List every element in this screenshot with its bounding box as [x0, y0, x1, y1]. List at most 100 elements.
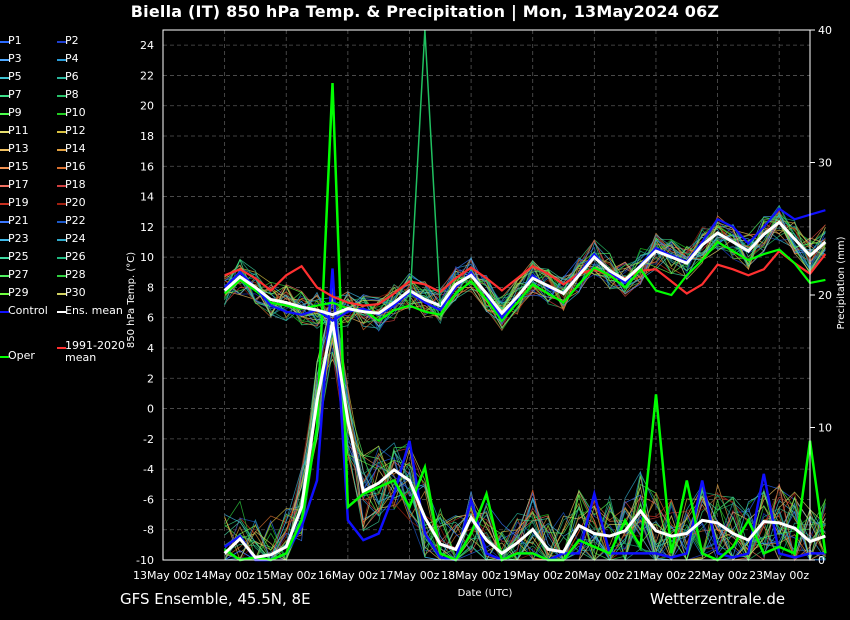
- legend-swatch: [57, 347, 66, 349]
- legend-label: P24: [65, 232, 86, 245]
- legend-label: P3: [8, 52, 22, 65]
- x-tick-label: 13May 00z: [133, 569, 193, 582]
- legend-label: P11: [8, 124, 29, 137]
- legend-swatch: [0, 275, 9, 277]
- member-precip-line: [224, 352, 826, 561]
- precip-line-ens-mean: [223, 321, 826, 560]
- legend-label: P12: [65, 124, 86, 137]
- legend-swatch: [0, 77, 9, 79]
- y2-axis-label: Precipitation (mm): [836, 236, 847, 329]
- site-label: Wetterzentrale.de: [650, 590, 786, 608]
- x-axis-label: Date (UTC): [458, 588, 513, 599]
- x-tick-label: 23May 00z: [749, 569, 809, 582]
- legend-label: P22: [65, 214, 86, 227]
- legend-swatch: [0, 221, 9, 223]
- y-tick-label: -8: [143, 524, 154, 537]
- temp-line-oper: [223, 240, 826, 323]
- y-tick-label: 0: [147, 403, 154, 416]
- legend-swatch: [0, 356, 9, 358]
- legend-swatch: [0, 167, 9, 169]
- legend-label: P25: [8, 250, 29, 263]
- legend-label: P6: [65, 70, 79, 83]
- legend-label: P9: [8, 106, 22, 119]
- legend-label: Ens. mean: [65, 304, 123, 317]
- legend-label: P13: [8, 142, 29, 155]
- y-tick-label: 8: [147, 281, 154, 294]
- legend-swatch: [0, 257, 9, 259]
- legend-swatch: [57, 239, 66, 241]
- y-tick-label: 4: [147, 342, 154, 355]
- legend-label: P7: [8, 88, 22, 101]
- legend-label: P27: [8, 268, 29, 281]
- legend-swatch: [57, 77, 66, 79]
- legend-swatch: [0, 293, 9, 295]
- ensemble-members: [224, 204, 826, 562]
- y-tick-label: 22: [140, 69, 154, 82]
- legend-label: Oper: [8, 349, 35, 362]
- y-axis-label: 850 hPa Temp. (°C): [126, 252, 137, 348]
- legend-swatch: [57, 311, 66, 313]
- legend-label: P1: [8, 34, 22, 47]
- legend-swatch: [57, 95, 66, 97]
- legend-swatch: [0, 41, 9, 43]
- series-lines: [223, 29, 827, 562]
- legend-label: P28: [65, 268, 86, 281]
- legend-swatch: [0, 59, 9, 61]
- legend-swatch: [57, 149, 66, 151]
- temp-line-1991-2020-mean: [224, 249, 827, 307]
- y-tick-label: 24: [140, 39, 154, 52]
- member-temp-line: [224, 210, 826, 331]
- legend-swatch: [57, 59, 66, 61]
- axes: -10-8-6-4-202468101214161820222401020304…: [133, 24, 832, 582]
- member-precip-line: [224, 326, 826, 562]
- legend-swatch: [0, 203, 9, 205]
- legend-swatch: [57, 275, 66, 277]
- x-tick-label: 16May 00z: [318, 569, 378, 582]
- temp-spike-line: [408, 29, 442, 311]
- y-tick-label: 20: [140, 100, 154, 113]
- legend-swatch: [0, 131, 9, 133]
- legend-swatch: [57, 131, 66, 133]
- x-tick-label: 14May 00z: [195, 569, 255, 582]
- legend-swatch: [0, 113, 9, 115]
- legend-label: 1991-2020 mean: [65, 339, 125, 364]
- legend-label: P30: [65, 286, 86, 299]
- y-tick-label: 12: [140, 221, 154, 234]
- y-tick-label: 6: [147, 312, 154, 325]
- legend-label: P23: [8, 232, 29, 245]
- y2-tick-label: 10: [818, 422, 832, 435]
- legend-label: P8: [65, 88, 79, 101]
- legend-label: P29: [8, 286, 29, 299]
- y-tick-label: -6: [143, 493, 154, 506]
- legend-swatch: [57, 113, 66, 115]
- legend-label: P17: [8, 178, 29, 191]
- member-precip-line: [224, 298, 826, 562]
- y-tick-label: -4: [143, 463, 154, 476]
- legend-label: P15: [8, 160, 29, 173]
- legend-swatch: [57, 185, 66, 187]
- legend-swatch: [0, 95, 9, 97]
- y2-tick-label: 40: [818, 24, 832, 37]
- legend-swatch: [57, 167, 66, 169]
- legend-label: P14: [65, 142, 86, 155]
- x-tick-label: 18May 00z: [441, 569, 501, 582]
- legend-swatch: [0, 185, 9, 187]
- legend-label: P10: [65, 106, 86, 119]
- legend-swatch: [57, 203, 66, 205]
- legend-label: P26: [65, 250, 86, 263]
- y-tick-label: -2: [143, 433, 154, 446]
- legend-swatch: [0, 311, 9, 313]
- chart-title: Biella (IT) 850 hPa Temp. & Precipitatio…: [130, 2, 720, 21]
- legend-label: P16: [65, 160, 86, 173]
- source-label: GFS Ensemble, 45.5N, 8E: [120, 590, 311, 608]
- temp-line-ens-mean: [223, 220, 827, 317]
- y-tick-label: 2: [147, 372, 154, 385]
- y-tick-label: 16: [140, 160, 154, 173]
- x-tick-label: 19May 00z: [503, 569, 563, 582]
- y-tick-label: 18: [140, 130, 154, 143]
- x-tick-label: 22May 00z: [688, 569, 748, 582]
- legend-label: P4: [65, 52, 79, 65]
- precip-line-oper: [223, 82, 827, 562]
- legend-label: P19: [8, 196, 29, 209]
